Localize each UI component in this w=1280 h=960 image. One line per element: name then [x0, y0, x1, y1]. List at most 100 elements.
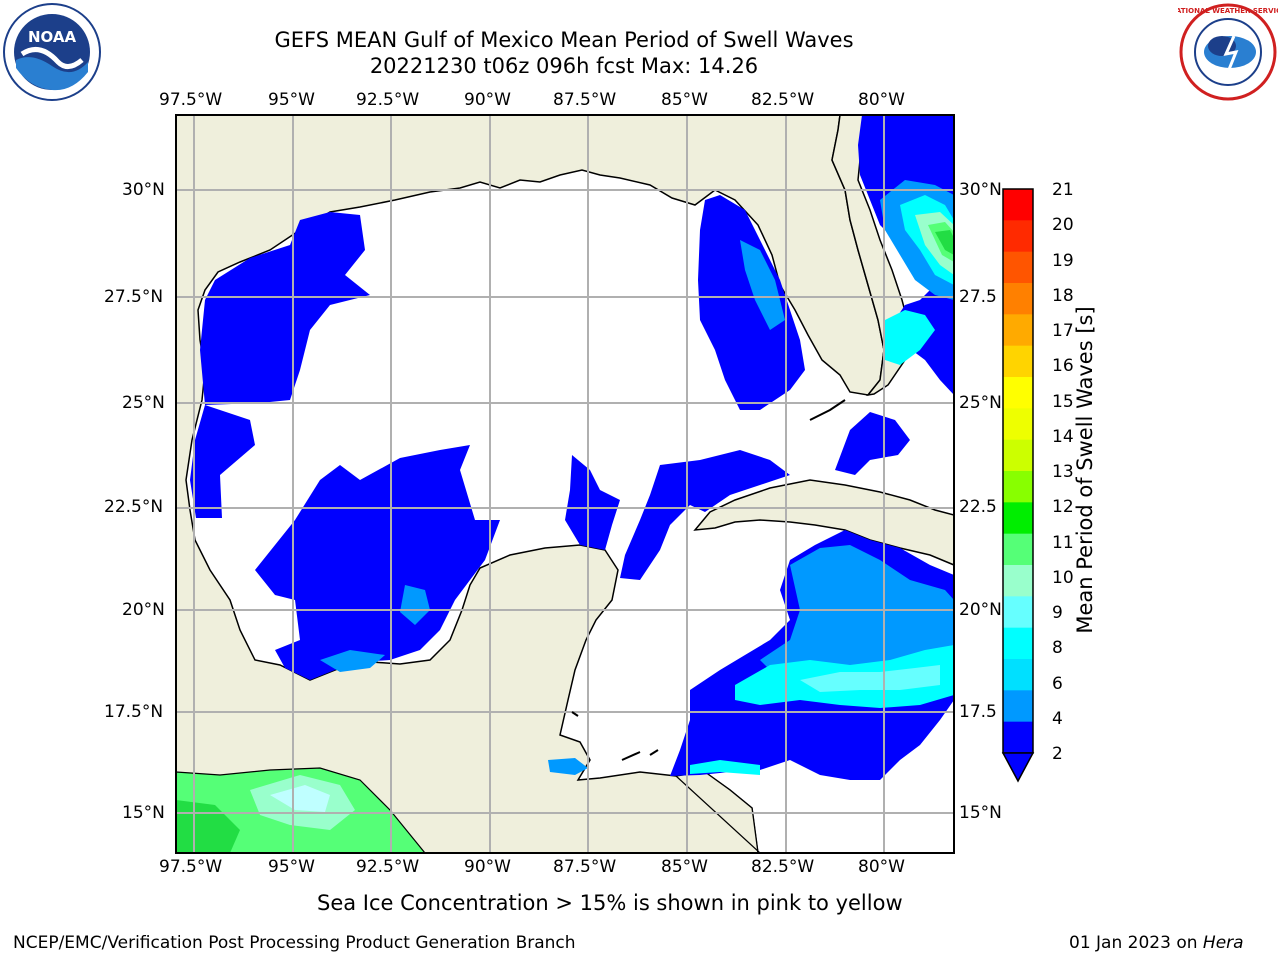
swell-west-gulf-south	[190, 405, 255, 518]
lat-tick-left: 27.5°N	[104, 287, 164, 307]
svg-text:NATIONAL WEATHER SERVICE: NATIONAL WEATHER SERVICE	[1178, 7, 1278, 15]
lat-tick-right: 30°N	[959, 180, 1002, 200]
colorbar-tick-label: 20	[1052, 215, 1074, 236]
nws-logo: NATIONAL WEATHER SERVICE	[1178, 3, 1278, 101]
swell-campeche-light-2	[320, 650, 385, 672]
lon-tick-bottom: 92.5°W	[356, 857, 420, 877]
lon-tick-top: 95°W	[268, 90, 315, 110]
colorbar-cell	[1003, 189, 1033, 221]
colorbar-label: Mean Period of Swell Waves [s]	[1073, 306, 1097, 634]
colorbar-tick-label: 14	[1052, 426, 1074, 447]
colorbar-tick-label: 16	[1052, 356, 1074, 377]
lat-tick-right: 27.5	[959, 287, 997, 307]
land-central-america	[674, 771, 954, 853]
colorbar-cell	[1003, 345, 1033, 378]
colorbar-tick-label: 12	[1052, 497, 1074, 518]
colorbar-tick-label: 11	[1052, 532, 1074, 553]
colorbar-cell	[1003, 314, 1033, 347]
colorbar-cell	[1003, 627, 1033, 660]
pacific-swell-pale	[270, 785, 330, 812]
colorbar-cell	[1003, 377, 1033, 409]
svg-text:NOAA: NOAA	[28, 28, 77, 46]
lon-tick-top: 92.5°W	[356, 90, 420, 110]
swell-yucatan-channel	[620, 450, 790, 580]
swell-west-gulf	[200, 212, 370, 405]
swell-caribbean-pale	[800, 665, 940, 692]
lat-tick-left: 25°N	[122, 393, 165, 413]
swell-bay-campeche	[255, 445, 500, 680]
lon-tick-top: 90°W	[464, 90, 511, 110]
colorbar-cell	[1003, 220, 1033, 253]
colorbar-cell	[1003, 596, 1033, 629]
footer-date: 01 Jan 2023 on Hera	[1069, 933, 1244, 953]
swell-campeche-light	[400, 585, 430, 625]
lon-tick-bottom: 85°W	[661, 857, 708, 877]
footer-host: Hera	[1202, 933, 1244, 953]
lon-tick-top: 85°W	[661, 90, 708, 110]
swell-east-gulf	[698, 195, 805, 410]
colorbar-tick-label: 4	[1052, 708, 1063, 729]
map-frame	[175, 114, 955, 854]
colorbar-tick-label: 18	[1052, 285, 1074, 306]
lon-tick-top: 82.5°W	[751, 90, 815, 110]
lat-tick-left: 17.5°N	[104, 702, 164, 722]
colorbar-cell	[1003, 659, 1033, 691]
colorbar-cell	[1003, 251, 1033, 284]
lat-tick-left: 20°N	[122, 600, 165, 620]
lat-tick-left: 30°N	[122, 180, 165, 200]
colorbar	[1001, 188, 1035, 783]
colorbar-tick-label: 17	[1052, 321, 1074, 341]
lat-tick-left: 15°N	[122, 803, 165, 823]
colorbar-cell	[1003, 721, 1033, 754]
colorbar-tick-label: 8	[1052, 638, 1063, 659]
lat-tick-right: 17.5	[959, 702, 997, 722]
colorbar-cell	[1003, 471, 1033, 503]
swell-bahamas-cyan	[885, 310, 935, 365]
swell-honduras-cyan	[690, 760, 760, 775]
lon-tick-bottom: 90°W	[464, 857, 511, 877]
footer-date-text: 01 Jan 2023 on	[1069, 933, 1198, 953]
lon-tick-bottom: 80°W	[858, 857, 905, 877]
colorbar-cell	[1003, 565, 1033, 597]
colorbar-tick-label: 10	[1052, 567, 1074, 588]
swell-yucatan-light	[548, 758, 588, 775]
swell-florida-straits	[835, 412, 910, 475]
lon-tick-bottom: 97.5°W	[159, 857, 223, 877]
land-cuba	[693, 479, 954, 566]
map-title: GEFS MEAN Gulf of Mexico Mean Period of …	[274, 28, 854, 52]
colorbar-tick-label: 9	[1052, 603, 1063, 623]
colorbar-tick-label: 21	[1052, 180, 1074, 200]
lat-tick-right: 20°N	[959, 600, 1002, 620]
coast-islands	[571, 399, 846, 761]
map-gridlines	[176, 115, 954, 853]
colorbar-tick-label: 2	[1052, 744, 1063, 764]
colorbar-tick-label: 19	[1052, 250, 1074, 271]
noaa-logo: NOAA	[3, 3, 101, 101]
swell-east-gulf-light	[740, 240, 785, 330]
map-subtitle: 20221230 t06z 096h fcst Max: 14.26	[369, 54, 759, 78]
lon-tick-top: 97.5°W	[159, 90, 223, 110]
sea-ice-note: Sea Ice Concentration > 15% is shown in …	[317, 891, 903, 915]
colorbar-cell	[1003, 502, 1033, 535]
colorbar-tick-label: 6	[1052, 673, 1063, 694]
colorbar-cell	[1003, 690, 1033, 723]
colorbar-cell	[1003, 283, 1033, 315]
colorbar-tick-label: 15	[1052, 391, 1074, 412]
swell-center-gulf	[565, 455, 620, 550]
colorbar-extend-arrow	[1001, 752, 1035, 783]
footer-branch: NCEP/EMC/Verification Post Processing Pr…	[13, 933, 576, 953]
lon-tick-top: 80°W	[858, 90, 905, 110]
colorbar-tick-label: 13	[1052, 462, 1074, 482]
swell-atlantic-deep-green	[935, 230, 954, 255]
lon-tick-top: 87.5°W	[553, 90, 617, 110]
lat-tick-right: 22.5	[959, 497, 997, 517]
colorbar-cell	[1003, 533, 1033, 566]
lat-tick-right: 25°N	[959, 393, 1002, 413]
lat-tick-right: 15°N	[959, 803, 1002, 823]
lat-tick-left: 22.5°N	[104, 497, 164, 517]
colorbar-cell	[1003, 439, 1033, 472]
lon-tick-bottom: 82.5°W	[751, 857, 815, 877]
lon-tick-bottom: 87.5°W	[553, 857, 617, 877]
colorbar-cell	[1003, 408, 1033, 441]
